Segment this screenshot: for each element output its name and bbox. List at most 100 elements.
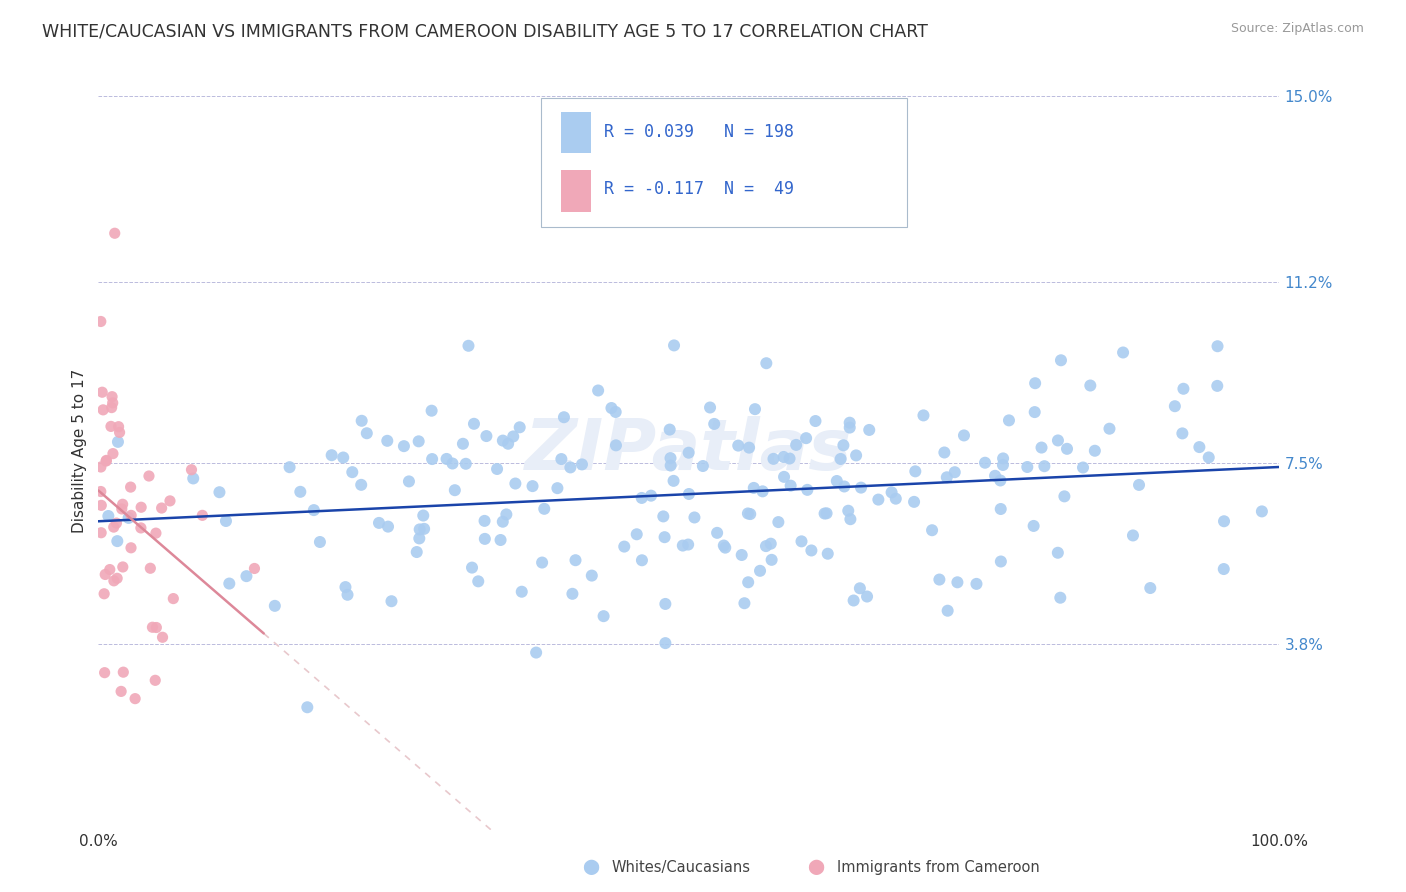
Point [884,491,907,506]
Point [1071,460,1094,475]
Point [991,451,1014,466]
Point [658,423,681,437]
Point [138,469,160,483]
Point [90,525,112,540]
Point [586,384,609,398]
Point [467,574,489,589]
Point [813,507,835,521]
Point [522,479,544,493]
Point [93,665,115,680]
Point [145,526,167,541]
Point [101,396,124,410]
Point [706,525,728,540]
Point [90,499,112,513]
Point [1206,379,1229,393]
Point [935,470,957,484]
Point [502,429,524,443]
Point [990,554,1012,568]
Bar [561,112,591,153]
Text: R = 0.039   N = 198: R = 0.039 N = 198 [605,123,794,141]
Point [474,532,496,546]
Point [412,508,434,523]
Point [461,560,484,574]
Point [420,403,443,417]
Point [141,620,163,634]
Point [592,609,614,624]
Point [1046,546,1069,560]
Point [413,522,436,536]
Point [744,402,766,417]
Point [111,497,134,511]
Point [761,553,783,567]
Point [1139,581,1161,595]
Point [759,537,782,551]
Point [124,691,146,706]
Point [654,530,676,544]
Point [654,636,676,650]
Point [97,508,120,523]
Point [129,521,152,535]
Point [105,516,128,530]
Point [335,580,357,594]
Point [342,465,364,479]
Point [832,438,855,452]
Point [451,437,474,451]
Point [1171,426,1194,441]
Point [692,458,714,473]
Point [350,414,373,428]
Point [368,516,391,530]
Point [120,508,142,523]
Point [800,543,823,558]
Point [1022,519,1045,533]
Point [699,401,721,415]
Point [181,471,204,485]
Point [768,515,790,529]
Text: WHITE/CAUCASIAN VS IMMIGRANTS FROM CAMEROON DISABILITY AGE 5 TO 17 CORRELATION C: WHITE/CAUCASIAN VS IMMIGRANTS FROM CAMER… [42,22,928,40]
Point [120,480,142,494]
Point [1112,345,1135,359]
Point [796,483,818,497]
Point [880,485,903,500]
Point [640,489,662,503]
Point [405,545,427,559]
Point [332,450,354,465]
Point [600,401,623,415]
Point [837,504,859,518]
Point [457,339,479,353]
Point [974,456,997,470]
Point [1050,353,1073,368]
Point [98,563,121,577]
Point [510,584,533,599]
Point [737,575,759,590]
Point [1212,562,1234,576]
Point [110,684,132,698]
Point [676,537,699,551]
Point [375,434,398,448]
Point [108,425,131,440]
Point [129,500,152,515]
Point [454,457,477,471]
Point [91,402,114,417]
Point [90,314,112,328]
Point [626,527,648,541]
Point [928,573,950,587]
Point [825,474,848,488]
Point [489,533,512,547]
Point [505,476,527,491]
Point [838,416,860,430]
Point [1078,378,1101,392]
Point [90,460,112,475]
Point [509,420,531,434]
Point [965,577,987,591]
Point [420,452,443,467]
Point [143,673,166,688]
Text: Immigrants from Cameroon: Immigrants from Cameroon [837,860,1039,874]
Point [243,561,266,575]
Point [145,620,167,634]
Point [762,451,785,466]
Point [104,226,127,240]
Point [1056,442,1078,456]
Point [678,446,700,460]
Point [474,514,496,528]
Point [733,596,755,610]
